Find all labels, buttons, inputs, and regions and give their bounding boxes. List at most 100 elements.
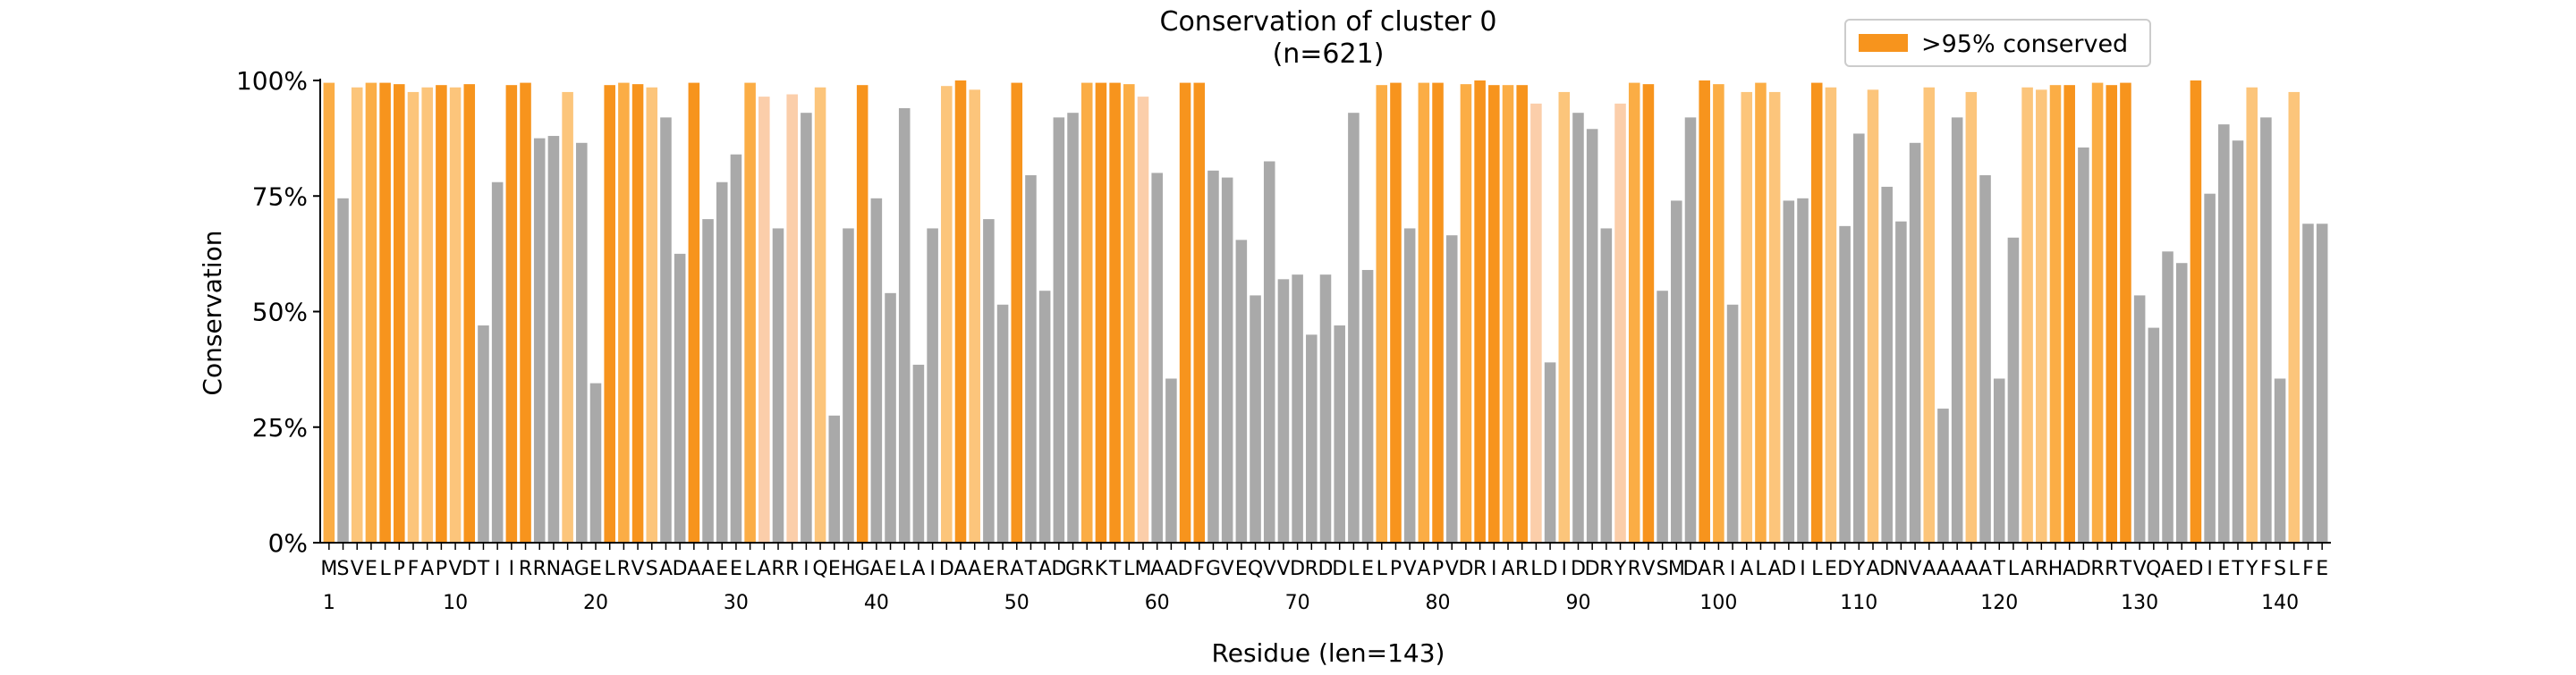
bar-residue-116 — [1937, 409, 1949, 543]
bar-residue-86 — [1516, 85, 1528, 544]
residue-letter-2: S — [337, 558, 350, 580]
residue-letter-11: D — [462, 558, 477, 580]
bar-residue-62 — [1179, 82, 1191, 544]
residue-letter-81: V — [1445, 558, 1459, 580]
residue-letter-18: A — [561, 558, 574, 580]
bar-residue-76 — [1376, 85, 1388, 544]
residue-letter-58: L — [1123, 558, 1135, 580]
bar-residue-7 — [407, 91, 419, 544]
bar-residue-114 — [1909, 142, 1921, 544]
bar-residue-121 — [2007, 237, 2020, 543]
residue-letter-50: A — [1010, 558, 1023, 580]
bars-group — [323, 80, 2328, 544]
bar-residue-118 — [1965, 91, 1978, 544]
bar-residue-21 — [604, 85, 615, 544]
residue-letter-124: H — [2048, 558, 2063, 580]
bar-residue-6 — [394, 84, 405, 543]
residue-letter-16: R — [533, 558, 547, 580]
residue-letter-99: A — [1698, 558, 1711, 580]
residue-letter-85: A — [1501, 558, 1514, 580]
bar-residue-105 — [1783, 200, 1795, 544]
residue-letter-72: D — [1318, 558, 1334, 580]
bar-residue-96 — [1657, 291, 1668, 543]
bar-residue-75 — [1361, 269, 1374, 543]
residue-letter-140: S — [2274, 558, 2286, 580]
residue-letter-134: D — [2188, 558, 2203, 580]
residue-letter-108: E — [1825, 558, 1837, 580]
legend-frame — [1844, 19, 2151, 67]
bar-residue-69 — [1277, 279, 1290, 543]
residue-letter-54: G — [1065, 558, 1080, 580]
bar-residue-95 — [1642, 84, 1655, 543]
bar-residue-46 — [954, 80, 967, 543]
bar-residue-25 — [660, 117, 672, 544]
residue-letter-9: P — [436, 558, 447, 580]
residue-letter-98: D — [1683, 558, 1699, 580]
residue-letter-52: A — [1038, 558, 1052, 580]
bar-residue-18 — [562, 91, 573, 544]
legend-swatch — [1859, 34, 1908, 52]
bar-residue-138 — [2246, 87, 2258, 543]
bar-residue-55 — [1080, 82, 1093, 544]
bar-residue-22 — [618, 82, 630, 544]
residue-letter-36: Q — [812, 558, 827, 580]
residue-letter-131: Q — [2146, 558, 2161, 580]
bar-residue-56 — [1095, 82, 1107, 544]
residue-letter-135: I — [2207, 558, 2213, 580]
residue-letter-47: A — [968, 558, 981, 580]
bar-residue-78 — [1403, 228, 1416, 543]
bar-residue-70 — [1292, 274, 1303, 543]
residue-letter-137: T — [2231, 558, 2244, 580]
residue-letter-12: T — [477, 558, 490, 580]
residue-letter-10: V — [449, 558, 462, 580]
residue-number-90: 90 — [1565, 592, 1590, 614]
bar-residue-19 — [576, 142, 588, 544]
bar-residue-102 — [1741, 91, 1753, 544]
residue-letter-51: T — [1024, 558, 1038, 580]
bar-residue-101 — [1726, 304, 1739, 543]
bar-residue-94 — [1628, 82, 1640, 544]
residue-letter-38: H — [841, 558, 856, 580]
bar-residue-12 — [478, 325, 489, 543]
residue-letter-117: A — [1951, 558, 1964, 580]
residue-letter-43: A — [911, 558, 925, 580]
residue-letter-111: A — [1866, 558, 1879, 580]
residue-letter-110: Y — [1852, 558, 1866, 580]
residue-letter-28: A — [701, 558, 715, 580]
residue-letter-104: A — [1768, 558, 1782, 580]
bar-residue-65 — [1221, 177, 1233, 543]
residue-letter-105: D — [1781, 558, 1796, 580]
bar-residue-129 — [2120, 82, 2131, 544]
bar-residue-28 — [702, 219, 714, 543]
residue-letter-118: A — [1964, 558, 1978, 580]
bar-residue-123 — [2036, 89, 2047, 543]
residue-number-40: 40 — [864, 592, 889, 614]
residue-letter-73: D — [1332, 558, 1347, 580]
legend-entry-label: >95% conserved — [1921, 30, 2128, 58]
bar-residue-31 — [744, 82, 756, 544]
bar-residue-97 — [1671, 200, 1682, 544]
residue-number-100: 100 — [1699, 592, 1737, 614]
x-axis-label: Residue (len=143) — [1212, 638, 1445, 668]
residue-letter-138: Y — [2245, 558, 2258, 580]
bar-residue-80 — [1432, 82, 1444, 544]
residue-letter-92: R — [1599, 558, 1613, 580]
bar-residue-33 — [772, 228, 784, 543]
bar-residue-74 — [1348, 113, 1360, 543]
residue-letter-3: V — [351, 558, 364, 580]
residue-letter-26: D — [673, 558, 688, 580]
bar-residue-51 — [1025, 174, 1037, 544]
bar-residue-141 — [2288, 91, 2301, 544]
residue-letter-7: F — [408, 558, 419, 580]
residue-letter-97: M — [1668, 558, 1685, 580]
residue-letter-8: A — [420, 558, 434, 580]
residue-number-50: 50 — [1004, 592, 1030, 614]
residue-letter-68: V — [1263, 558, 1276, 580]
residue-letter-142: F — [2302, 558, 2314, 580]
residue-letter-93: Y — [1614, 558, 1627, 580]
bar-residue-8 — [421, 87, 433, 543]
bar-residue-49 — [996, 304, 1009, 543]
bar-residue-10 — [449, 87, 462, 543]
bar-residue-77 — [1390, 82, 1402, 544]
